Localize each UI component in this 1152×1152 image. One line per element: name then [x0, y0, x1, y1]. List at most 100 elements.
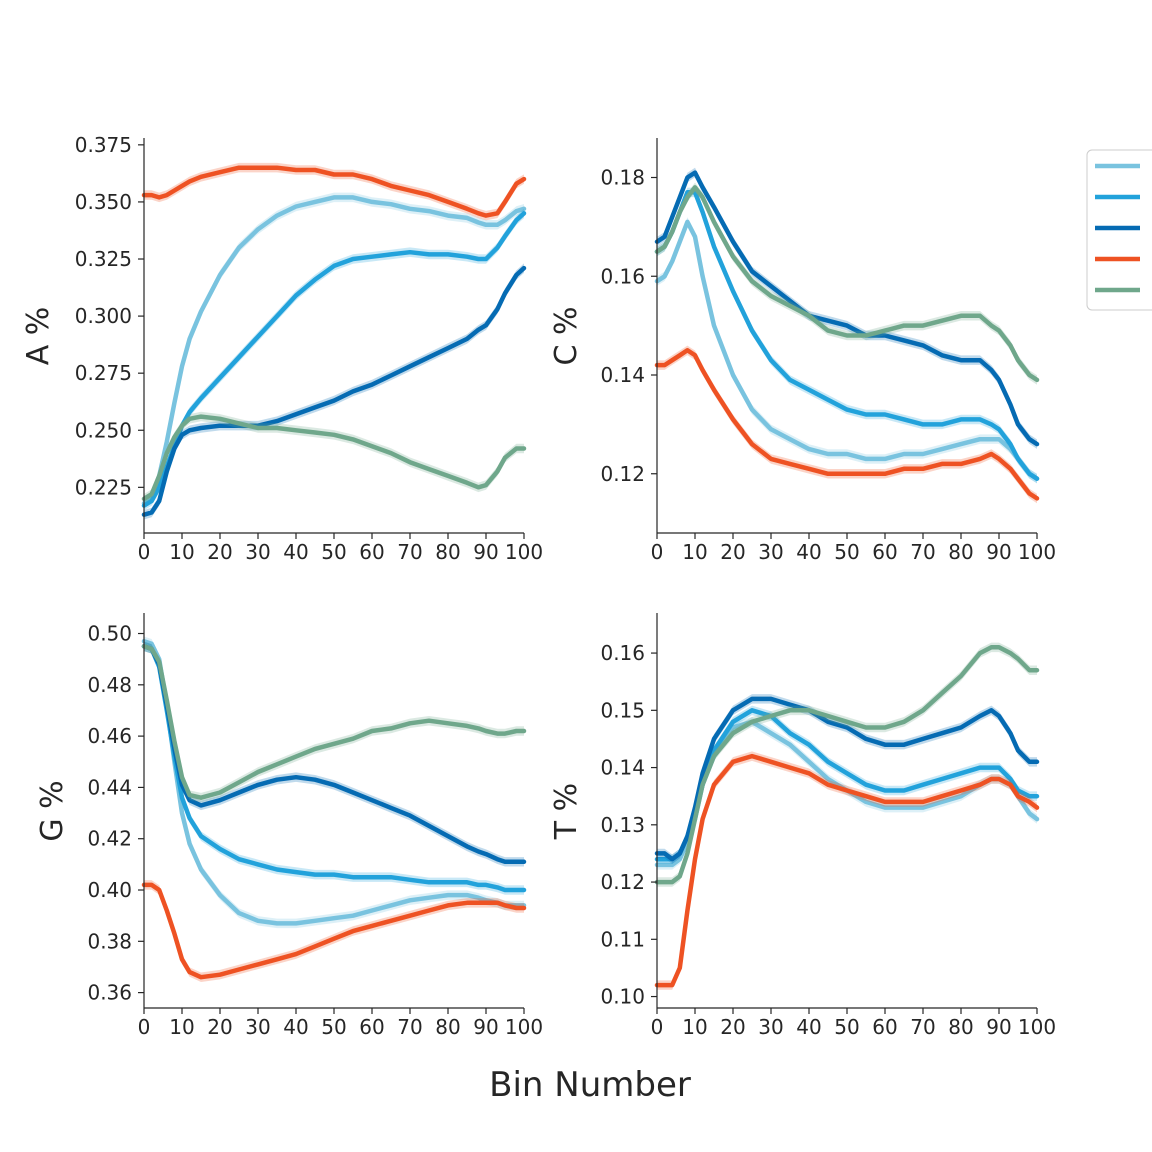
legend [1086, 149, 1152, 311]
y-tick-label: 0.225 [75, 475, 132, 499]
x-tick-label: 50 [834, 1015, 859, 1039]
y-tick-label: 0.15 [600, 698, 645, 722]
series-5-band [144, 411, 524, 504]
y-axis-title: G % [35, 780, 70, 841]
y-tick-label: 0.325 [75, 247, 132, 271]
y-tick-label: 0.16 [600, 641, 645, 665]
x-tick-label: 100 [1018, 1015, 1056, 1039]
x-tick-label: 90 [986, 1015, 1011, 1039]
x-tick-label: 0 [138, 1015, 151, 1039]
x-tick-label: 10 [682, 1015, 707, 1039]
y-tick-label: 0.350 [75, 190, 132, 214]
y-tick-label: 0.11 [600, 927, 645, 951]
x-tick-label: 100 [505, 540, 543, 564]
y-tick-label: 0.48 [87, 673, 132, 697]
x-tick-label: 0 [651, 540, 664, 564]
x-tick-label: 60 [872, 540, 897, 564]
y-tick-label: 0.12 [600, 870, 645, 894]
x-tick-label: 40 [796, 1015, 821, 1039]
series-5-line [141, 644, 527, 800]
x-tick-label: 70 [910, 1015, 935, 1039]
series-4-band [657, 751, 1037, 990]
x-tick-label: 80 [948, 540, 973, 564]
y-tick-label: 0.10 [600, 985, 645, 1009]
x-tick-label: 100 [1018, 540, 1056, 564]
x-tick-label: 60 [872, 1015, 897, 1039]
series-1-band [144, 192, 524, 509]
y-tick-label: 0.46 [87, 724, 132, 748]
x-tick-label: 80 [435, 1015, 460, 1039]
y-tick-label: 0.40 [87, 878, 132, 902]
series-2-line [141, 211, 527, 508]
series-4-line [141, 165, 527, 218]
x-tick-label: 50 [321, 540, 346, 564]
x-tick-label: 40 [796, 540, 821, 564]
y-tick-label: 0.275 [75, 361, 132, 385]
x-tick-label: 30 [245, 540, 270, 564]
series-2-band [144, 208, 524, 511]
y-tick-label: 0.44 [87, 775, 132, 799]
y-tick-label: 0.375 [75, 133, 132, 157]
series-3-line [141, 644, 527, 865]
x-tick-label: 50 [321, 1015, 346, 1039]
x-tick-label: 20 [207, 1015, 232, 1039]
y-tick-label: 0.14 [600, 363, 645, 387]
series-3-band [657, 694, 1037, 864]
x-tick-label: 10 [682, 540, 707, 564]
series-5-band [657, 182, 1037, 385]
y-tick-label: 0.300 [75, 304, 132, 328]
series-3-line [141, 265, 527, 517]
x-axis-title: Bin Number [489, 1065, 691, 1105]
x-tick-label: 40 [283, 1015, 308, 1039]
series-4-band [657, 345, 1037, 504]
series-4-line [141, 882, 527, 980]
series-1-line [141, 195, 527, 506]
x-tick-label: 80 [435, 540, 460, 564]
y-tick-label: 0.36 [87, 981, 132, 1005]
y-axis-title: T % [549, 783, 584, 840]
series-5-line [654, 185, 1040, 383]
x-tick-label: 30 [758, 1015, 783, 1039]
x-tick-label: 60 [359, 540, 384, 564]
x-tick-label: 90 [473, 540, 498, 564]
y-tick-label: 0.16 [600, 264, 645, 288]
series-4-line [654, 753, 1040, 988]
x-tick-label: 70 [397, 540, 422, 564]
series-2-line [141, 644, 527, 893]
series-1-line [654, 219, 1040, 481]
series-3-line [654, 696, 1040, 862]
x-tick-label: 90 [986, 540, 1011, 564]
y-tick-label: 0.42 [87, 827, 132, 851]
x-tick-label: 70 [910, 540, 935, 564]
y-tick-label: 0.250 [75, 418, 132, 442]
x-tick-label: 100 [505, 1015, 543, 1039]
x-tick-label: 20 [720, 540, 745, 564]
y-axis-title: C % [549, 307, 584, 366]
y-tick-label: 0.50 [87, 622, 132, 646]
panel-4: 0 10 20 30 40 50 60 70 80 90 100 0.10 0.11 0.12 0.13 0.… [549, 613, 1056, 1039]
x-tick-label: 40 [283, 540, 308, 564]
series-1-band [657, 217, 1037, 484]
panel-3: 0 10 20 30 40 50 60 70 80 90 100 0.36 0.38 0.40 0.42 0.… [35, 613, 543, 1039]
series-5-band [144, 641, 524, 803]
y-tick-label: 0.14 [600, 756, 645, 780]
series-5-line [654, 645, 1040, 885]
x-tick-label: 70 [397, 1015, 422, 1039]
y-axis-title: A % [21, 307, 56, 366]
panels: 0 10 20 30 40 50 60 70 80 90 1000.2250.2500.2750.3… [21, 133, 1056, 1039]
y-tick-label: 0.38 [87, 929, 132, 953]
series-1-band [657, 717, 1037, 870]
x-tick-label: 0 [651, 1015, 664, 1039]
x-tick-label: 20 [720, 1015, 745, 1039]
x-tick-label: 60 [359, 1015, 384, 1039]
x-tick-label: 80 [948, 1015, 973, 1039]
x-tick-label: 90 [473, 1015, 498, 1039]
x-tick-label: 20 [207, 540, 232, 564]
panel-1: 0 10 20 30 40 50 60 70 80 90 100 0.225 0.250 0.275 0.3… [21, 133, 543, 564]
series-2-band [144, 641, 524, 895]
series-4-line [654, 348, 1040, 501]
y-tick-label: 0.18 [600, 166, 645, 190]
series-5-line [141, 414, 527, 502]
panel-2: 0 10 20 30 40 50 60 70 80 90 100 0.12 0.14 0.16 0.18 C … [549, 138, 1056, 564]
